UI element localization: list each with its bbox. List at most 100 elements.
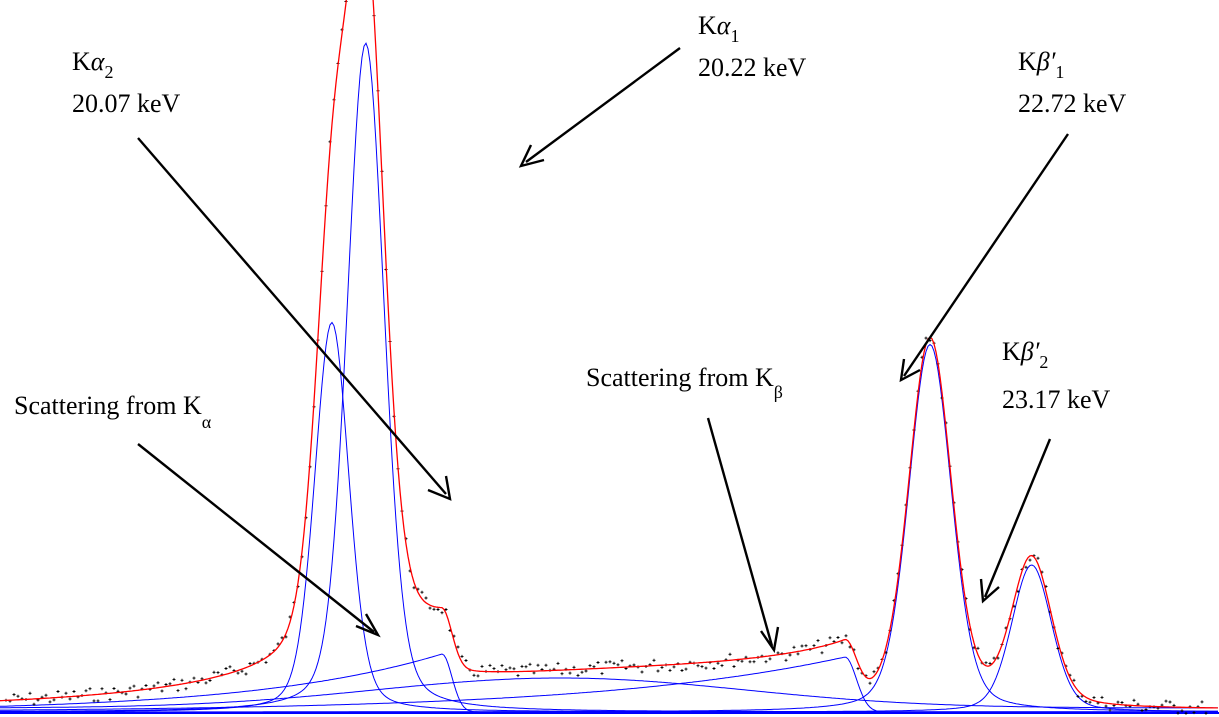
data-point xyxy=(668,668,672,672)
data-point xyxy=(428,606,432,610)
data-point xyxy=(1104,704,1108,708)
data-point xyxy=(1160,703,1164,707)
data-point xyxy=(1168,700,1172,704)
data-point xyxy=(804,644,808,648)
component-scatter-a xyxy=(0,653,1218,713)
data-point xyxy=(204,681,208,685)
data-point xyxy=(616,663,620,667)
data-point xyxy=(784,658,788,662)
data-point xyxy=(56,690,60,693)
label-kb2-energy: 23.17 keV xyxy=(1002,385,1111,414)
ka2-symbol: α xyxy=(91,47,106,76)
data-point xyxy=(700,665,704,669)
data-point xyxy=(212,670,216,674)
data-point xyxy=(556,661,560,665)
data-point xyxy=(488,663,492,667)
data-point xyxy=(836,636,840,639)
data-point xyxy=(720,664,724,668)
data-point xyxy=(480,664,484,668)
data-point xyxy=(444,608,448,611)
data-point xyxy=(156,681,160,685)
data-point xyxy=(264,660,268,664)
ka1-sub: 1 xyxy=(730,26,739,46)
data-point xyxy=(64,691,68,695)
data-point xyxy=(728,652,732,656)
kb2-k: K xyxy=(1002,337,1021,366)
data-point xyxy=(192,676,196,680)
data-point xyxy=(520,664,524,668)
label-kb1-energy: 22.72 keV xyxy=(1018,89,1127,118)
scatter-a-sub: α xyxy=(202,412,212,432)
data-point xyxy=(1164,699,1168,703)
ka2-sub: 2 xyxy=(104,62,113,82)
label-scatter-a: Scattering from Kα xyxy=(14,391,212,432)
component-kb2 xyxy=(0,564,1218,713)
data-point xyxy=(600,672,604,676)
data-point xyxy=(800,644,804,648)
data-point xyxy=(764,660,768,664)
data-point xyxy=(696,664,700,668)
data-point xyxy=(112,687,116,690)
data-point xyxy=(1076,694,1080,698)
data-point xyxy=(16,694,20,698)
data-point xyxy=(592,665,596,669)
data-point xyxy=(1100,695,1104,699)
scatter-b-sub: β xyxy=(774,382,783,402)
data-point xyxy=(576,673,580,677)
data-point xyxy=(492,667,496,671)
data-point xyxy=(768,657,772,661)
data-point xyxy=(812,644,816,648)
data-point xyxy=(560,672,564,676)
data-point xyxy=(176,689,180,693)
data-point xyxy=(716,661,720,665)
data-point xyxy=(280,636,284,640)
data-point xyxy=(152,684,156,688)
data-point xyxy=(108,698,112,702)
data-point xyxy=(424,596,428,600)
component-background xyxy=(0,677,1219,709)
data-point xyxy=(796,652,800,656)
arrow-scatter-a xyxy=(137,443,375,633)
data-point xyxy=(248,662,252,665)
data-point xyxy=(516,674,520,678)
arrow-kb1 xyxy=(903,133,1069,377)
data-point xyxy=(776,651,780,655)
data-point xyxy=(168,682,172,686)
data-point xyxy=(420,590,424,594)
data-point xyxy=(32,702,36,706)
data-point xyxy=(12,693,16,697)
data-point xyxy=(28,691,32,695)
data-point xyxy=(588,664,592,668)
data-point xyxy=(472,673,476,677)
data-point xyxy=(788,653,792,657)
kb1-sub: 1 xyxy=(1055,62,1064,82)
data-point xyxy=(984,661,988,665)
data-point xyxy=(440,611,444,615)
data-point xyxy=(92,699,96,703)
data-point xyxy=(580,670,584,674)
annotation-arrows xyxy=(137,47,1069,654)
label-kb2: Kβ′2 xyxy=(1002,337,1048,372)
data-point xyxy=(532,671,536,675)
data-point xyxy=(1088,700,1092,704)
data-point xyxy=(528,662,532,666)
data-point xyxy=(1120,701,1124,704)
data-point xyxy=(820,651,824,655)
data-point xyxy=(72,690,76,693)
data-point xyxy=(464,659,468,662)
data-point xyxy=(412,586,416,590)
data-point xyxy=(524,665,528,669)
data-point xyxy=(992,656,996,660)
data-point xyxy=(432,607,436,611)
data-point xyxy=(244,672,248,676)
label-ka2: Kα2 xyxy=(72,47,113,82)
data-point xyxy=(68,697,72,701)
label-scatter-b: Scattering from Kβ xyxy=(586,363,783,402)
data-point xyxy=(792,645,796,649)
data-point xyxy=(1116,700,1120,704)
data-point xyxy=(1180,709,1184,713)
data-point xyxy=(48,700,52,704)
data-point xyxy=(544,663,548,667)
